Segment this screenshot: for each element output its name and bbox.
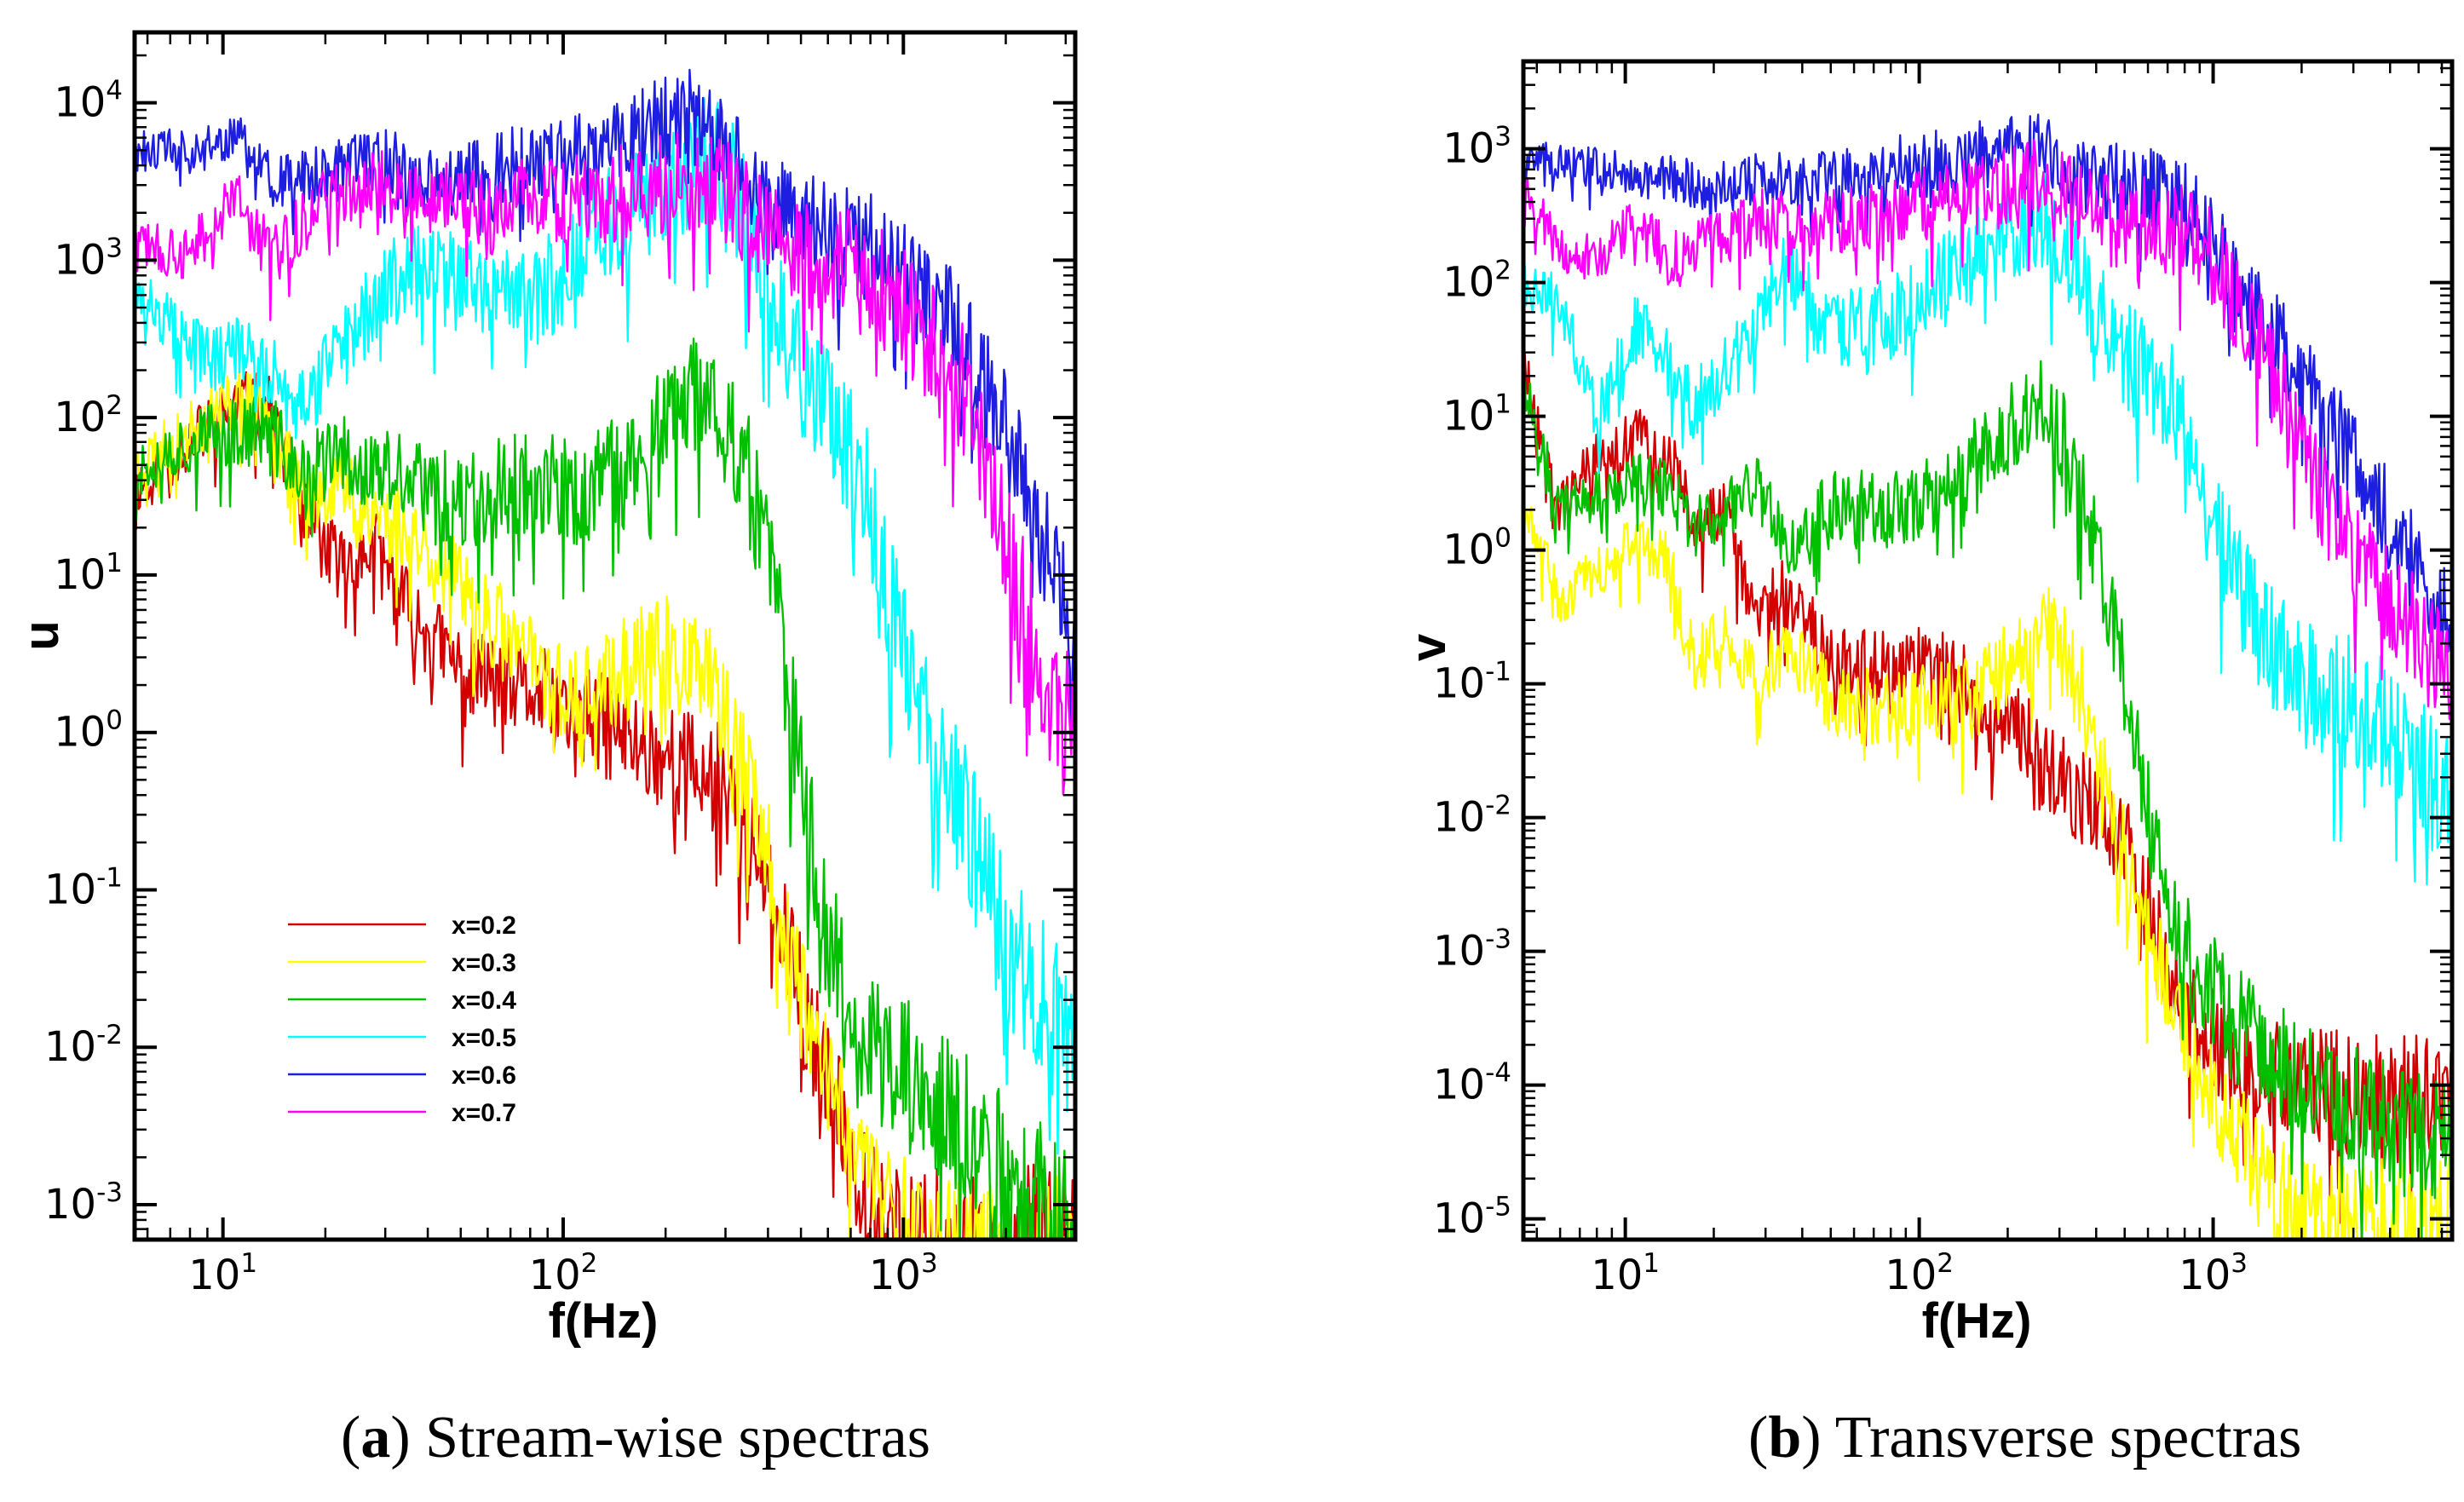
series-line-x-0-4 <box>135 337 1075 1240</box>
y-axis-label: u <box>14 620 69 650</box>
y-tick-label: 102 <box>54 390 123 441</box>
y-tick-label: 101 <box>54 548 123 599</box>
series-line-x-0-6 <box>135 68 1075 748</box>
x-axis-label: f(Hz) <box>1922 1293 2032 1349</box>
y-tick-label: 10-4 <box>1433 1058 1511 1109</box>
legend-label: x=0.7 <box>452 1099 516 1127</box>
legend-label: x=0.3 <box>452 949 516 977</box>
x-tick-label: 102 <box>529 1248 598 1299</box>
legend-label: x=0.2 <box>452 912 516 940</box>
plot-frame <box>1521 59 2455 1242</box>
x-axis-label: f(Hz) <box>549 1293 659 1349</box>
series-line-x-0-7 <box>1523 139 2452 721</box>
series-line-x-0-5 <box>135 97 1075 1155</box>
caption-a-letter: a <box>360 1405 391 1470</box>
plot-frame <box>132 30 1078 1242</box>
series-line-x-0-3 <box>135 365 1074 1240</box>
y-tick-label: 103 <box>54 233 123 284</box>
y-tick-label: 101 <box>1442 389 1511 440</box>
y-tick-label: 10-3 <box>44 1177 123 1229</box>
y-axis-label: v <box>1401 634 1456 661</box>
y-tick-label: 10-3 <box>1433 924 1511 975</box>
legend-label: x=0.5 <box>452 1024 516 1052</box>
series-line-x-0-7 <box>135 131 1075 820</box>
tick-marks <box>1523 61 2452 1241</box>
panel-a-stream-wise-spectra: 101 102 103 104 103 102 101 100 10-1 10-2 10-3 f(Hz… <box>14 30 1078 1349</box>
y-tick-label: 100 <box>54 705 123 757</box>
y-tick-label: 104 <box>54 76 123 127</box>
x-tick-label: 101 <box>188 1248 257 1299</box>
panel-b-transverse-spectra: 101 102 103 103 102 101 100 10-1 10-2 10-3 10-4 10-… <box>1401 59 2455 1349</box>
y-tick-label: 100 <box>1442 523 1511 574</box>
x-tick-label: 102 <box>1885 1248 1954 1299</box>
legend: x=0.2 x=0.3 x=0.4 x=0.5 x=0.6 x=0.7 <box>288 912 516 1127</box>
x-tick-label: 103 <box>2179 1248 2248 1299</box>
series-line-x-0-3 <box>1523 506 2452 1240</box>
caption-a: (a) Stream-wise spectras <box>341 1405 930 1470</box>
y-tick-label: 10-1 <box>1433 657 1511 708</box>
series-group <box>135 68 1075 1240</box>
series-line-x-0-5 <box>1523 166 2452 886</box>
y-tick-label: 102 <box>1442 256 1511 307</box>
legend-label: x=0.6 <box>452 1062 516 1090</box>
y-tick-label: 10-2 <box>44 1020 123 1071</box>
series-group <box>1523 113 2452 1240</box>
caption-a-text: Stream-wise spectras <box>410 1405 930 1470</box>
series-line-x-0-4 <box>1523 360 2452 1240</box>
x-tick-label: 103 <box>869 1248 938 1299</box>
legend-label: x=0.4 <box>452 987 516 1015</box>
tick-marks <box>135 32 1075 1241</box>
y-tick-label: 10-5 <box>1433 1192 1511 1243</box>
y-tick-label: 10-2 <box>1433 791 1511 842</box>
caption-b-text: Transverse spectras <box>1821 1405 2302 1470</box>
x-tick-label: 101 <box>1591 1248 1660 1299</box>
caption-b-letter: b <box>1768 1405 1802 1470</box>
y-tick-label: 103 <box>1442 122 1511 173</box>
y-tick-label: 10-1 <box>44 862 123 913</box>
series-line-x-0-6 <box>1523 113 2452 659</box>
caption-b: (b) Transverse spectras <box>1748 1405 2302 1470</box>
